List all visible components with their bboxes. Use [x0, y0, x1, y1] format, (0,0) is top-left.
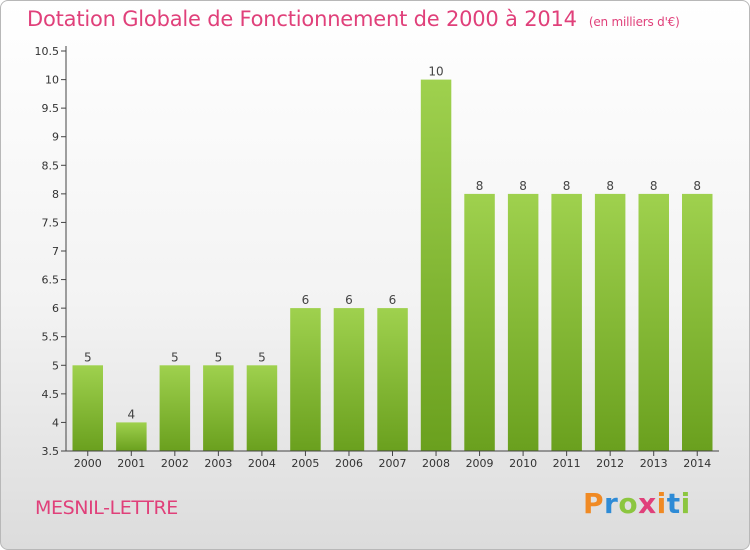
logo-letter: i — [656, 487, 667, 520]
x-axis: 2000 2001 2002 2003 2004 2005 2006 2007 2008 2009… — [66, 450, 719, 470]
value-label-2014: 8 — [693, 179, 701, 193]
value-label-2005: 6 — [302, 293, 310, 307]
value-label-2009: 8 — [476, 179, 484, 193]
value-label-2003: 5 — [215, 350, 223, 364]
x-tick-label-2014: 2014 — [683, 457, 711, 470]
logo-letter: r — [604, 487, 619, 520]
bar-2009 — [464, 193, 495, 451]
value-label-2008: 10 — [428, 65, 443, 79]
x-tick-label-2011: 2011 — [553, 457, 581, 470]
logo-letter: i — [680, 487, 691, 520]
x-tick-label-2002: 2002 — [161, 457, 189, 470]
bar-2000 — [72, 365, 103, 451]
bar-2004 — [246, 365, 278, 451]
x-tick-label-2009: 2009 — [466, 457, 494, 470]
bar-2014 — [682, 193, 713, 451]
y-tick-label: 8 — [52, 188, 59, 201]
value-label-2011: 8 — [563, 179, 571, 193]
x-tick-label-2000: 2000 — [74, 457, 102, 470]
bar-2007 — [377, 308, 408, 451]
bar-2006 — [333, 308, 365, 451]
chart-subtitle: (en milliers d'€) — [588, 15, 680, 29]
x-tick-label-2010: 2010 — [509, 457, 537, 470]
value-label-2012: 8 — [606, 179, 614, 193]
y-tick-label: 5 — [52, 359, 59, 372]
x-tick-label-2012: 2012 — [596, 457, 624, 470]
proxiti-logo[interactable]: Proxiti — [583, 487, 691, 520]
x-tick-label-2003: 2003 — [204, 457, 232, 470]
y-tick-label: 10 — [45, 74, 59, 87]
value-label-2013: 8 — [650, 179, 658, 193]
bar-2005 — [290, 308, 321, 451]
bar-2008 — [420, 79, 452, 451]
chart-title-text: Dotation Globale de Fonctionnement de 20… — [27, 7, 577, 31]
bar-2010 — [507, 193, 539, 451]
bar-2011 — [551, 193, 582, 451]
value-label-2002: 5 — [171, 350, 179, 364]
value-label-2004: 5 — [258, 350, 266, 364]
x-tick-label-2013: 2013 — [640, 457, 668, 470]
bar-2001 — [116, 422, 147, 451]
bar-2002 — [159, 365, 191, 451]
x-tick-label-2001: 2001 — [117, 457, 145, 470]
value-label-2006: 6 — [345, 293, 353, 307]
value-label-2000: 5 — [84, 350, 92, 364]
y-tick-label: 6 — [52, 302, 59, 315]
bar-2013 — [638, 193, 669, 451]
y-tick-label: 4 — [52, 416, 59, 429]
x-tick-label-2008: 2008 — [422, 457, 450, 470]
logo-letter: t — [666, 487, 681, 520]
chart-title: Dotation Globale de Fonctionnement de 20… — [27, 7, 680, 31]
value-label-2007: 6 — [389, 293, 397, 307]
y-tick-label: 4.5 — [42, 388, 60, 401]
x-tick-label-2004: 2004 — [248, 457, 276, 470]
bar-2003 — [203, 365, 234, 451]
y-tick-label: 6.5 — [42, 274, 60, 287]
y-tick-label: 5.5 — [42, 331, 60, 344]
y-tick-label: 9 — [52, 131, 59, 144]
x-tick-label-2005: 2005 — [291, 457, 319, 470]
y-axis: 3.5 4 4.5 5 5.5 6 6.5 7 7.5 8 8.5 9 9.5 10 10.5 — [35, 45, 67, 458]
value-label-2001: 4 — [127, 407, 135, 421]
value-label-2010: 8 — [519, 179, 527, 193]
y-tick-label: 3.5 — [42, 445, 60, 458]
x-tick-label-2006: 2006 — [335, 457, 363, 470]
logo-letter: P — [583, 487, 605, 520]
bars-group: 5 4 5 5 5 6 6 6 10 8 8 8 8 8 8 — [72, 65, 713, 451]
y-tick-label: 7 — [52, 245, 59, 258]
y-tick-label: 8.5 — [42, 159, 60, 172]
bar-2012 — [594, 193, 626, 451]
y-tick-label: 7.5 — [42, 216, 60, 229]
y-tick-label: 9.5 — [42, 102, 60, 115]
x-tick-label-2007: 2007 — [379, 457, 407, 470]
y-tick-label: 10.5 — [35, 45, 60, 58]
logo-letter: x — [638, 487, 657, 520]
logo-letter: o — [618, 487, 639, 520]
commune-name: MESNIL-LETTRE — [35, 497, 178, 519]
